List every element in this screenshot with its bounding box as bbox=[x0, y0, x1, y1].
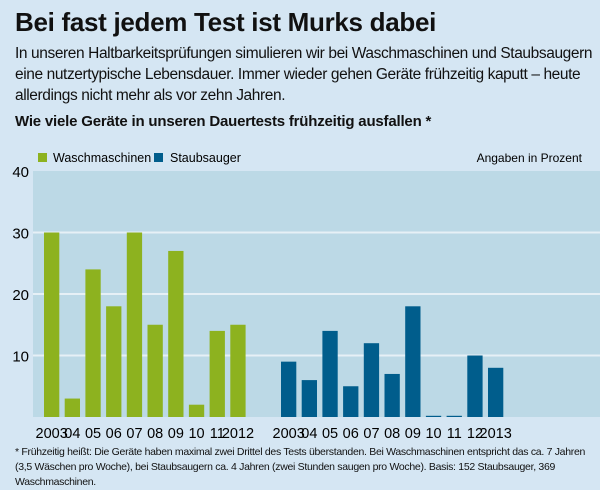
x-tick-label: 12 bbox=[467, 426, 483, 442]
x-tick-label: 2013 bbox=[480, 426, 512, 442]
bar-waschmaschinen-06 bbox=[106, 306, 122, 417]
bar-waschmaschinen-07 bbox=[126, 232, 143, 417]
bar-waschmaschinen-09 bbox=[168, 250, 184, 417]
x-tick-label: 09 bbox=[168, 426, 184, 442]
x-tick-label: 05 bbox=[322, 426, 338, 442]
x-tick-label: 04 bbox=[64, 426, 80, 442]
bar-staubsauger-06 bbox=[343, 386, 359, 417]
page-title: Bei fast jedem Test ist Murks dabei bbox=[15, 7, 437, 37]
x-tick-label: 06 bbox=[106, 426, 122, 442]
subtitle: In unseren Haltbarkeitsprüfungen simulie… bbox=[15, 45, 593, 104]
y-tick-label: 30 bbox=[12, 226, 29, 243]
bar-waschmaschinen-04 bbox=[64, 398, 80, 417]
bar-staubsauger-09 bbox=[405, 306, 421, 417]
x-tick-label: 10 bbox=[425, 426, 441, 442]
x-tick-label: 2003 bbox=[273, 426, 305, 442]
bar-staubsauger-07 bbox=[363, 343, 380, 417]
bar-waschmaschinen-10 bbox=[188, 404, 205, 417]
y-tick-label: 10 bbox=[12, 349, 29, 366]
bar-staubsauger-08 bbox=[384, 373, 400, 417]
legend-label-staubsauger: Staubsauger bbox=[170, 151, 241, 165]
bar-waschmaschinen-05 bbox=[85, 269, 101, 417]
footnote: * Frühzeitig heißt: Die Geräte haben max… bbox=[15, 446, 586, 488]
bar-staubsauger-04 bbox=[301, 380, 317, 417]
bar-waschmaschinen-2003 bbox=[44, 232, 60, 417]
legend-swatch-staubsauger bbox=[154, 153, 163, 162]
x-tick-label: 10 bbox=[188, 426, 204, 442]
bar-staubsauger-2013 bbox=[488, 367, 504, 417]
bar-waschmaschinen-2012 bbox=[230, 324, 246, 417]
x-tick-label: 11 bbox=[210, 426, 225, 442]
bar-staubsauger-11 bbox=[446, 415, 462, 417]
x-tick-label: 07 bbox=[126, 426, 142, 442]
y-tick-label: 40 bbox=[12, 164, 29, 181]
legend-swatch-waschmaschinen bbox=[38, 153, 47, 162]
x-tick-label: 08 bbox=[147, 426, 163, 442]
x-tick-label: 2012 bbox=[222, 426, 254, 442]
x-tick-label: 05 bbox=[85, 426, 101, 442]
bar-staubsauger-05 bbox=[322, 330, 338, 417]
y-tick-label: 20 bbox=[12, 287, 29, 304]
x-tick-label: 09 bbox=[405, 426, 421, 442]
x-tick-label: 04 bbox=[301, 426, 317, 442]
bar-staubsauger-12 bbox=[467, 355, 483, 417]
x-tick-label: 08 bbox=[384, 426, 400, 442]
bar-waschmaschinen-08 bbox=[147, 324, 163, 417]
unit-note: Angaben in Prozent bbox=[477, 151, 583, 165]
x-tick-label: 06 bbox=[343, 426, 359, 442]
bar-staubsauger-2003 bbox=[281, 361, 297, 417]
x-tick-label: 11 bbox=[447, 426, 462, 442]
x-tick-label: 2003 bbox=[36, 426, 68, 442]
x-tick-label: 07 bbox=[363, 426, 379, 442]
legend-label-waschmaschinen: Waschmaschinen bbox=[53, 151, 151, 165]
chart-title: Wie viele Geräte in unseren Dauertests f… bbox=[15, 113, 432, 130]
bar-waschmaschinen-11 bbox=[209, 330, 225, 417]
bar-staubsauger-10 bbox=[425, 415, 442, 417]
